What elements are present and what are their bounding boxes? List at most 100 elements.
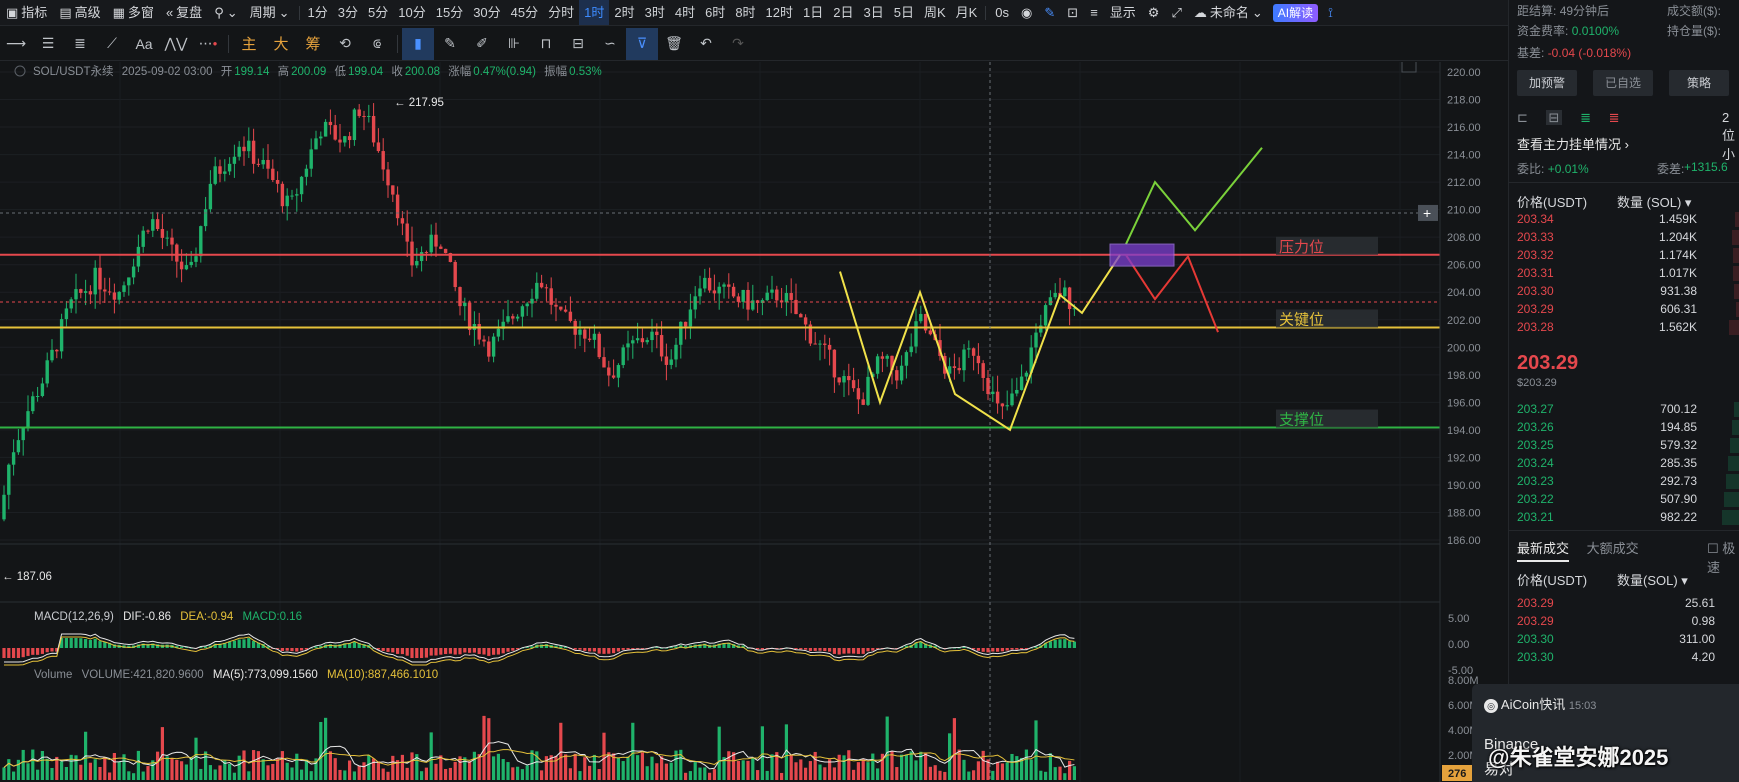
tab-latest-trades[interactable]: 最新成交 <box>1517 541 1570 562</box>
ruler-icon[interactable]: ⊪ <box>507 35 521 51</box>
template-icon[interactable]: ⊟ <box>572 35 584 51</box>
timeframe-5[interactable]: 30分 <box>473 4 501 20</box>
timeframe-18[interactable]: 5日 <box>893 4 914 20</box>
camera-icon[interactable]: ◉ <box>1021 4 1033 20</box>
period-button[interactable]: 周期 ⌄ <box>244 0 296 25</box>
pencil-icon[interactable]: ✎ <box>444 35 456 51</box>
redo-icon[interactable]: ↷ <box>732 35 744 51</box>
macd-bar <box>1005 648 1009 651</box>
ask-row[interactable]: 203.30 931.38 <box>1517 282 1739 301</box>
list-icon[interactable]: ≡ <box>1090 4 1098 20</box>
time-label: 2025-09-02 03:00 <box>122 66 213 78</box>
cloud-save-button[interactable]: ☁ 未命名 ⌄ <box>1188 0 1269 25</box>
ask-row[interactable]: 203.31 1.017K <box>1517 264 1739 283</box>
ask-row[interactable]: 203.32 1.174K <box>1517 246 1739 265</box>
favorited-button[interactable]: 已自选 <box>1593 70 1653 96</box>
gear-icon[interactable]: ⚙ <box>1147 4 1160 20</box>
measure-icon[interactable]: ⟃ <box>372 35 382 51</box>
lock-icon[interactable]: ⊓ <box>540 35 552 51</box>
replay-icon[interactable]: ⟲ <box>339 35 351 51</box>
timeframe-3[interactable]: 10分 <box>398 4 426 20</box>
decimals-select[interactable]: 2位小 <box>1722 110 1736 162</box>
candle-body <box>861 399 865 405</box>
ray-icon[interactable]: ⟋ <box>107 35 117 51</box>
fast-mode-toggle[interactable]: ☐ 极速 <box>1707 541 1736 575</box>
chart-expand-icon[interactable] <box>1401 62 1417 73</box>
undo-icon[interactable]: ↶ <box>700 35 712 51</box>
large-order-toggle[interactable]: 大 <box>273 36 289 53</box>
price-chart[interactable]: 206.72压力位201.44关键位194.17支撑位203.29209.76+… <box>0 62 1502 782</box>
advanced-button[interactable]: ▤ 高级 <box>53 0 106 25</box>
brush-icon[interactable]: ✐ <box>476 35 488 51</box>
book-bids-icon[interactable]: ≣ <box>1580 110 1591 125</box>
multi-window-button[interactable]: ▦ 多窗 <box>107 0 160 25</box>
share-icon[interactable]: ⟟ <box>1328 4 1333 20</box>
bid-row[interactable]: 203.22 507.90 <box>1517 490 1739 509</box>
book-asks-icon[interactable]: ≣ <box>1608 110 1620 125</box>
timeframe-19[interactable]: 周K <box>923 4 946 20</box>
add-alert-button[interactable]: 加预警 <box>1517 70 1577 96</box>
trade-qty-header[interactable]: 数量(SOL) ▾ <box>1617 573 1688 588</box>
bid-row[interactable]: 203.26 194.85 <box>1517 418 1739 437</box>
magnet-icon[interactable]: ∽ <box>604 35 616 51</box>
bid-row[interactable]: 203.23 292.73 <box>1517 472 1739 491</box>
bid-row[interactable]: 203.21 982.22 <box>1517 508 1739 527</box>
dot-menu-icon[interactable]: ⋯ ● <box>198 35 218 51</box>
bid-row[interactable]: 203.24 285.35 <box>1517 454 1739 473</box>
timeframe-7[interactable]: 分时 <box>548 4 575 20</box>
timeframe-8[interactable]: 1时 <box>579 0 610 25</box>
add-window-icon[interactable]: ⊡ <box>1067 4 1079 20</box>
chip-toggle[interactable]: 筹 <box>305 36 321 53</box>
volume-bar <box>127 771 131 780</box>
trash-icon[interactable]: 🗑 <box>665 35 683 51</box>
ask-row[interactable]: 203.34 1.459K <box>1517 210 1739 229</box>
ask-row[interactable]: 203.28 1.562K <box>1517 318 1739 337</box>
timeframe-1[interactable]: 3分 <box>337 4 359 20</box>
book-qty-header[interactable]: 数量 (SOL) ▾ <box>1617 195 1692 210</box>
news-card[interactable]: ◎ AiCoin快讯 15:03 Binance 易对 <box>1472 684 1739 782</box>
main-orders-link[interactable]: 查看主力挂单情况 › <box>1517 137 1629 152</box>
chart-type-button[interactable]: ⚲ ⌄ <box>208 0 243 25</box>
timeframe-2[interactable]: 5分 <box>368 4 389 20</box>
filter-icon[interactable]: ⊽ <box>626 27 658 60</box>
timeframe-16[interactable]: 2日 <box>833 4 854 20</box>
parallel-line-icon[interactable]: ☰ <box>41 35 55 51</box>
timeframe-15[interactable]: 1日 <box>803 4 824 20</box>
ask-row[interactable]: 203.29 606.31 <box>1517 300 1739 319</box>
timeframe-20[interactable]: 月K <box>955 4 978 20</box>
ai-interpret-button[interactable]: AI解读 <box>1272 3 1319 22</box>
fullscreen-icon[interactable]: ⤢ <box>1171 4 1182 20</box>
ask-row[interactable]: 203.33 1.204K <box>1517 228 1739 247</box>
timeframe-9[interactable]: 2时 <box>614 4 635 20</box>
timeframe-0[interactable]: 1分 <box>307 4 328 20</box>
pen-icon[interactable]: ✎ <box>1044 4 1056 20</box>
strategy-button[interactable]: 策略 <box>1669 70 1729 96</box>
book-both-icon[interactable]: ⊏ <box>1517 110 1528 125</box>
eye-icon[interactable] <box>14 65 26 77</box>
bid-row[interactable]: 203.27 700.12 <box>1517 400 1739 419</box>
timeframe-13[interactable]: 8时 <box>735 4 756 20</box>
macd-bar <box>338 644 342 648</box>
bookmark-icon[interactable]: ▮ <box>402 27 434 60</box>
main-chart-toggle[interactable]: 主 <box>241 36 257 53</box>
timeframe-6[interactable]: 45分 <box>510 4 539 20</box>
indicator-button[interactable]: ▣ 指标 <box>0 0 53 25</box>
timeframe-17[interactable]: 3日 <box>863 4 884 20</box>
timeframe-4[interactable]: 15分 <box>435 4 464 20</box>
book-split-icon[interactable]: ⊟ <box>1545 110 1563 125</box>
pattern-icon[interactable]: ⋀⋁ <box>164 35 188 51</box>
tab-large-trades[interactable]: 大额成交 <box>1586 541 1639 556</box>
display-button[interactable]: 显示 <box>1109 4 1136 20</box>
timeframe-14[interactable]: 12时 <box>765 4 794 20</box>
timeframe-10[interactable]: 3时 <box>644 4 665 20</box>
macd-bar <box>540 644 544 648</box>
replay-button[interactable]: «复盘 <box>160 0 208 25</box>
text-tool-icon[interactable]: Aa <box>135 35 153 52</box>
macd-bar <box>616 648 620 652</box>
candle-body <box>539 282 544 288</box>
bid-row[interactable]: 203.25 579.32 <box>1517 436 1739 455</box>
timeframe-12[interactable]: 6时 <box>705 4 726 20</box>
timeframe-11[interactable]: 4时 <box>674 4 696 20</box>
fib-icon[interactable]: ≣ <box>74 35 86 51</box>
line-tool-icon[interactable]: ⟶ <box>5 35 27 51</box>
